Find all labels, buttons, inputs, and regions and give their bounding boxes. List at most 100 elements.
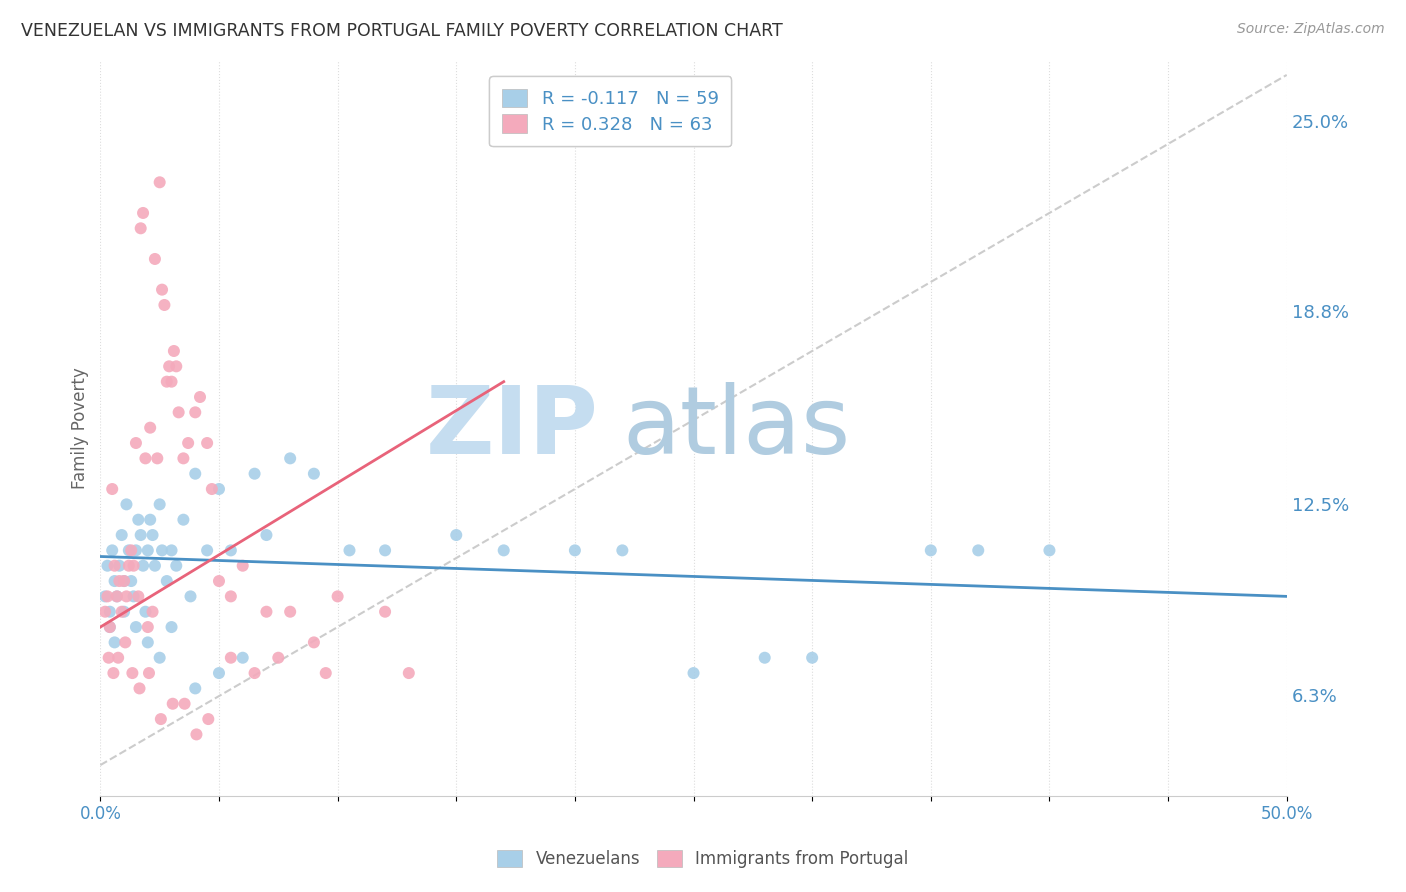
Point (129, 221, 152, 235)
Point (219, 650, 242, 665)
Point (315, 666, 337, 681)
Point (141, 605, 163, 619)
Point (134, 605, 156, 619)
Point (682, 666, 704, 681)
Point (149, 175, 172, 189)
Point (97, 650, 120, 665)
Point (920, 543, 942, 558)
Point (446, 528, 468, 542)
Point (208, 666, 231, 681)
Point (374, 605, 396, 619)
Point (143, 558, 166, 573)
Point (98, 620, 121, 634)
Point (278, 605, 301, 619)
Legend: R = -0.117   N = 59, R = 0.328   N = 63: R = -0.117 N = 59, R = 0.328 N = 63 (489, 76, 731, 146)
Point (219, 543, 242, 558)
Point (105, 590, 128, 604)
Point (98, 620, 121, 634)
Point (398, 666, 420, 681)
Point (96, 590, 118, 604)
Point (156, 574, 179, 588)
Point (612, 543, 634, 558)
Point (96, 558, 118, 573)
Point (186, 727, 208, 741)
Point (118, 543, 141, 558)
Point (114, 635, 136, 649)
Point (801, 650, 824, 665)
Point (754, 650, 776, 665)
Point (197, 712, 219, 726)
Point (125, 436, 148, 450)
Point (243, 666, 266, 681)
Y-axis label: Family Poverty: Family Poverty (72, 367, 89, 489)
Point (267, 650, 290, 665)
Point (188, 390, 211, 404)
Text: VENEZUELAN VS IMMIGRANTS FROM PORTUGAL FAMILY POVERTY CORRELATION CHART: VENEZUELAN VS IMMIGRANTS FROM PORTUGAL F… (21, 22, 783, 40)
Point (195, 436, 218, 450)
Point (163, 343, 186, 358)
Point (149, 712, 172, 726)
Point (146, 451, 169, 466)
Point (160, 375, 183, 389)
Point (150, 543, 173, 558)
Point (153, 298, 176, 312)
Point (98, 605, 121, 619)
Point (111, 528, 134, 542)
Point (122, 558, 145, 573)
Point (129, 528, 152, 542)
Point (256, 528, 278, 542)
Point (150, 283, 173, 297)
Point (101, 543, 124, 558)
Legend: Venezuelans, Immigrants from Portugal: Venezuelans, Immigrants from Portugal (491, 843, 915, 875)
Point (103, 574, 125, 588)
Point (243, 467, 266, 481)
Point (136, 543, 159, 558)
Point (128, 681, 150, 696)
Point (167, 405, 190, 419)
Point (121, 666, 143, 681)
Point (118, 558, 141, 573)
Point (127, 513, 149, 527)
Point (134, 451, 156, 466)
Point (564, 543, 586, 558)
Point (138, 666, 160, 681)
Point (139, 420, 162, 434)
Point (115, 590, 138, 604)
Point (180, 590, 202, 604)
Text: atlas: atlas (623, 382, 851, 474)
Point (127, 590, 149, 604)
Point (160, 620, 183, 634)
Point (326, 590, 349, 604)
Point (256, 605, 278, 619)
Point (112, 574, 135, 588)
Point (136, 635, 159, 649)
Point (136, 620, 159, 634)
Point (208, 482, 231, 496)
Point (232, 650, 254, 665)
Point (103, 666, 125, 681)
Point (219, 590, 242, 604)
Point (184, 467, 207, 481)
Point (1038, 543, 1060, 558)
Point (156, 375, 179, 389)
Point (122, 590, 145, 604)
Point (201, 482, 224, 496)
Point (374, 543, 396, 558)
Point (195, 543, 218, 558)
Point (149, 650, 172, 665)
Point (492, 543, 515, 558)
Point (132, 206, 155, 220)
Point (125, 620, 148, 634)
Point (101, 482, 124, 496)
Point (125, 543, 148, 558)
Point (112, 605, 135, 619)
Point (112, 574, 135, 588)
Text: ZIP: ZIP (426, 382, 599, 474)
Text: Source: ZipAtlas.com: Source: ZipAtlas.com (1237, 22, 1385, 37)
Point (172, 513, 194, 527)
Point (339, 543, 361, 558)
Point (120, 543, 142, 558)
Point (278, 451, 301, 466)
Point (302, 635, 325, 649)
Point (105, 590, 128, 604)
